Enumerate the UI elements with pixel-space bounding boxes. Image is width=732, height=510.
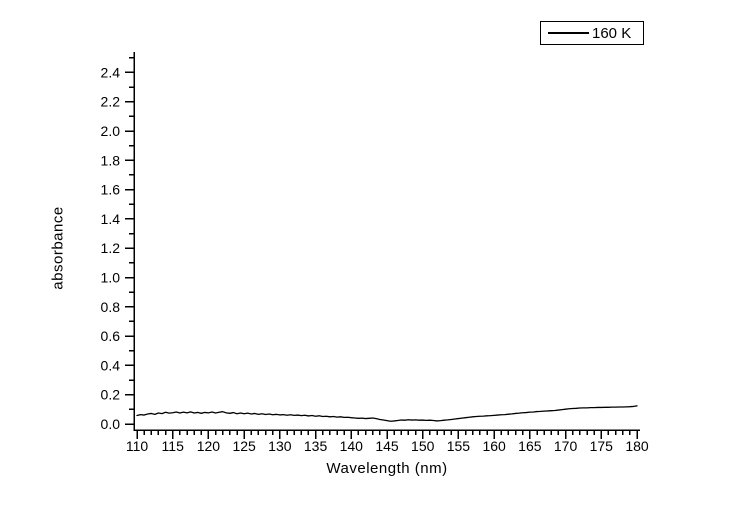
y-tick-label: 2.4 — [101, 64, 121, 80]
y-tick-label: 1.4 — [101, 211, 121, 227]
x-tick-label: 165 — [518, 438, 542, 454]
x-tick-label: 140 — [340, 438, 364, 454]
y-tick-label: 1.8 — [101, 152, 121, 168]
x-tick-label: 150 — [411, 438, 435, 454]
y-tick-label: 0.2 — [101, 387, 121, 403]
legend: 160 K — [540, 21, 644, 45]
x-tick-label: 125 — [232, 438, 256, 454]
y-tick-label: 1.6 — [101, 182, 121, 198]
y-tick-label: 0.8 — [101, 299, 121, 315]
y-tick-label: 2.2 — [101, 94, 121, 110]
y-axis-title: absorbance — [49, 206, 67, 290]
y-tick-label: 0.0 — [101, 416, 121, 432]
y-tick-label: 2.0 — [101, 123, 121, 139]
y-tick-label: 0.6 — [101, 328, 121, 344]
x-tick-label: 145 — [375, 438, 399, 454]
x-tick-label: 120 — [197, 438, 221, 454]
legend-line-swatch — [548, 32, 589, 34]
x-tick-label: 115 — [162, 438, 185, 454]
x-tick-label: 180 — [625, 438, 649, 454]
tick-labels-group: 110 115 120 125 130 135 140 145 150 155 160 165 170 1… — [101, 64, 649, 454]
x-tick-label: 155 — [447, 438, 471, 454]
x-tick-label: 170 — [554, 438, 578, 454]
y-tick-label: 1.0 — [101, 270, 121, 286]
x-axis-title: Wavelength (nm) — [326, 460, 448, 477]
x-tick-label: 135 — [304, 438, 328, 454]
axes-group — [125, 52, 640, 439]
legend-entry-label: 160 K — [592, 24, 632, 42]
x-tick-label: 160 — [482, 438, 506, 454]
y-tick-label: 1.2 — [101, 240, 121, 256]
x-tick-label: 175 — [590, 438, 614, 454]
x-tick-label: 110 — [126, 438, 149, 454]
y-tick-label: 0.4 — [101, 357, 121, 373]
data-line-160k — [136, 405, 638, 422]
x-tick-label: 130 — [268, 438, 292, 454]
